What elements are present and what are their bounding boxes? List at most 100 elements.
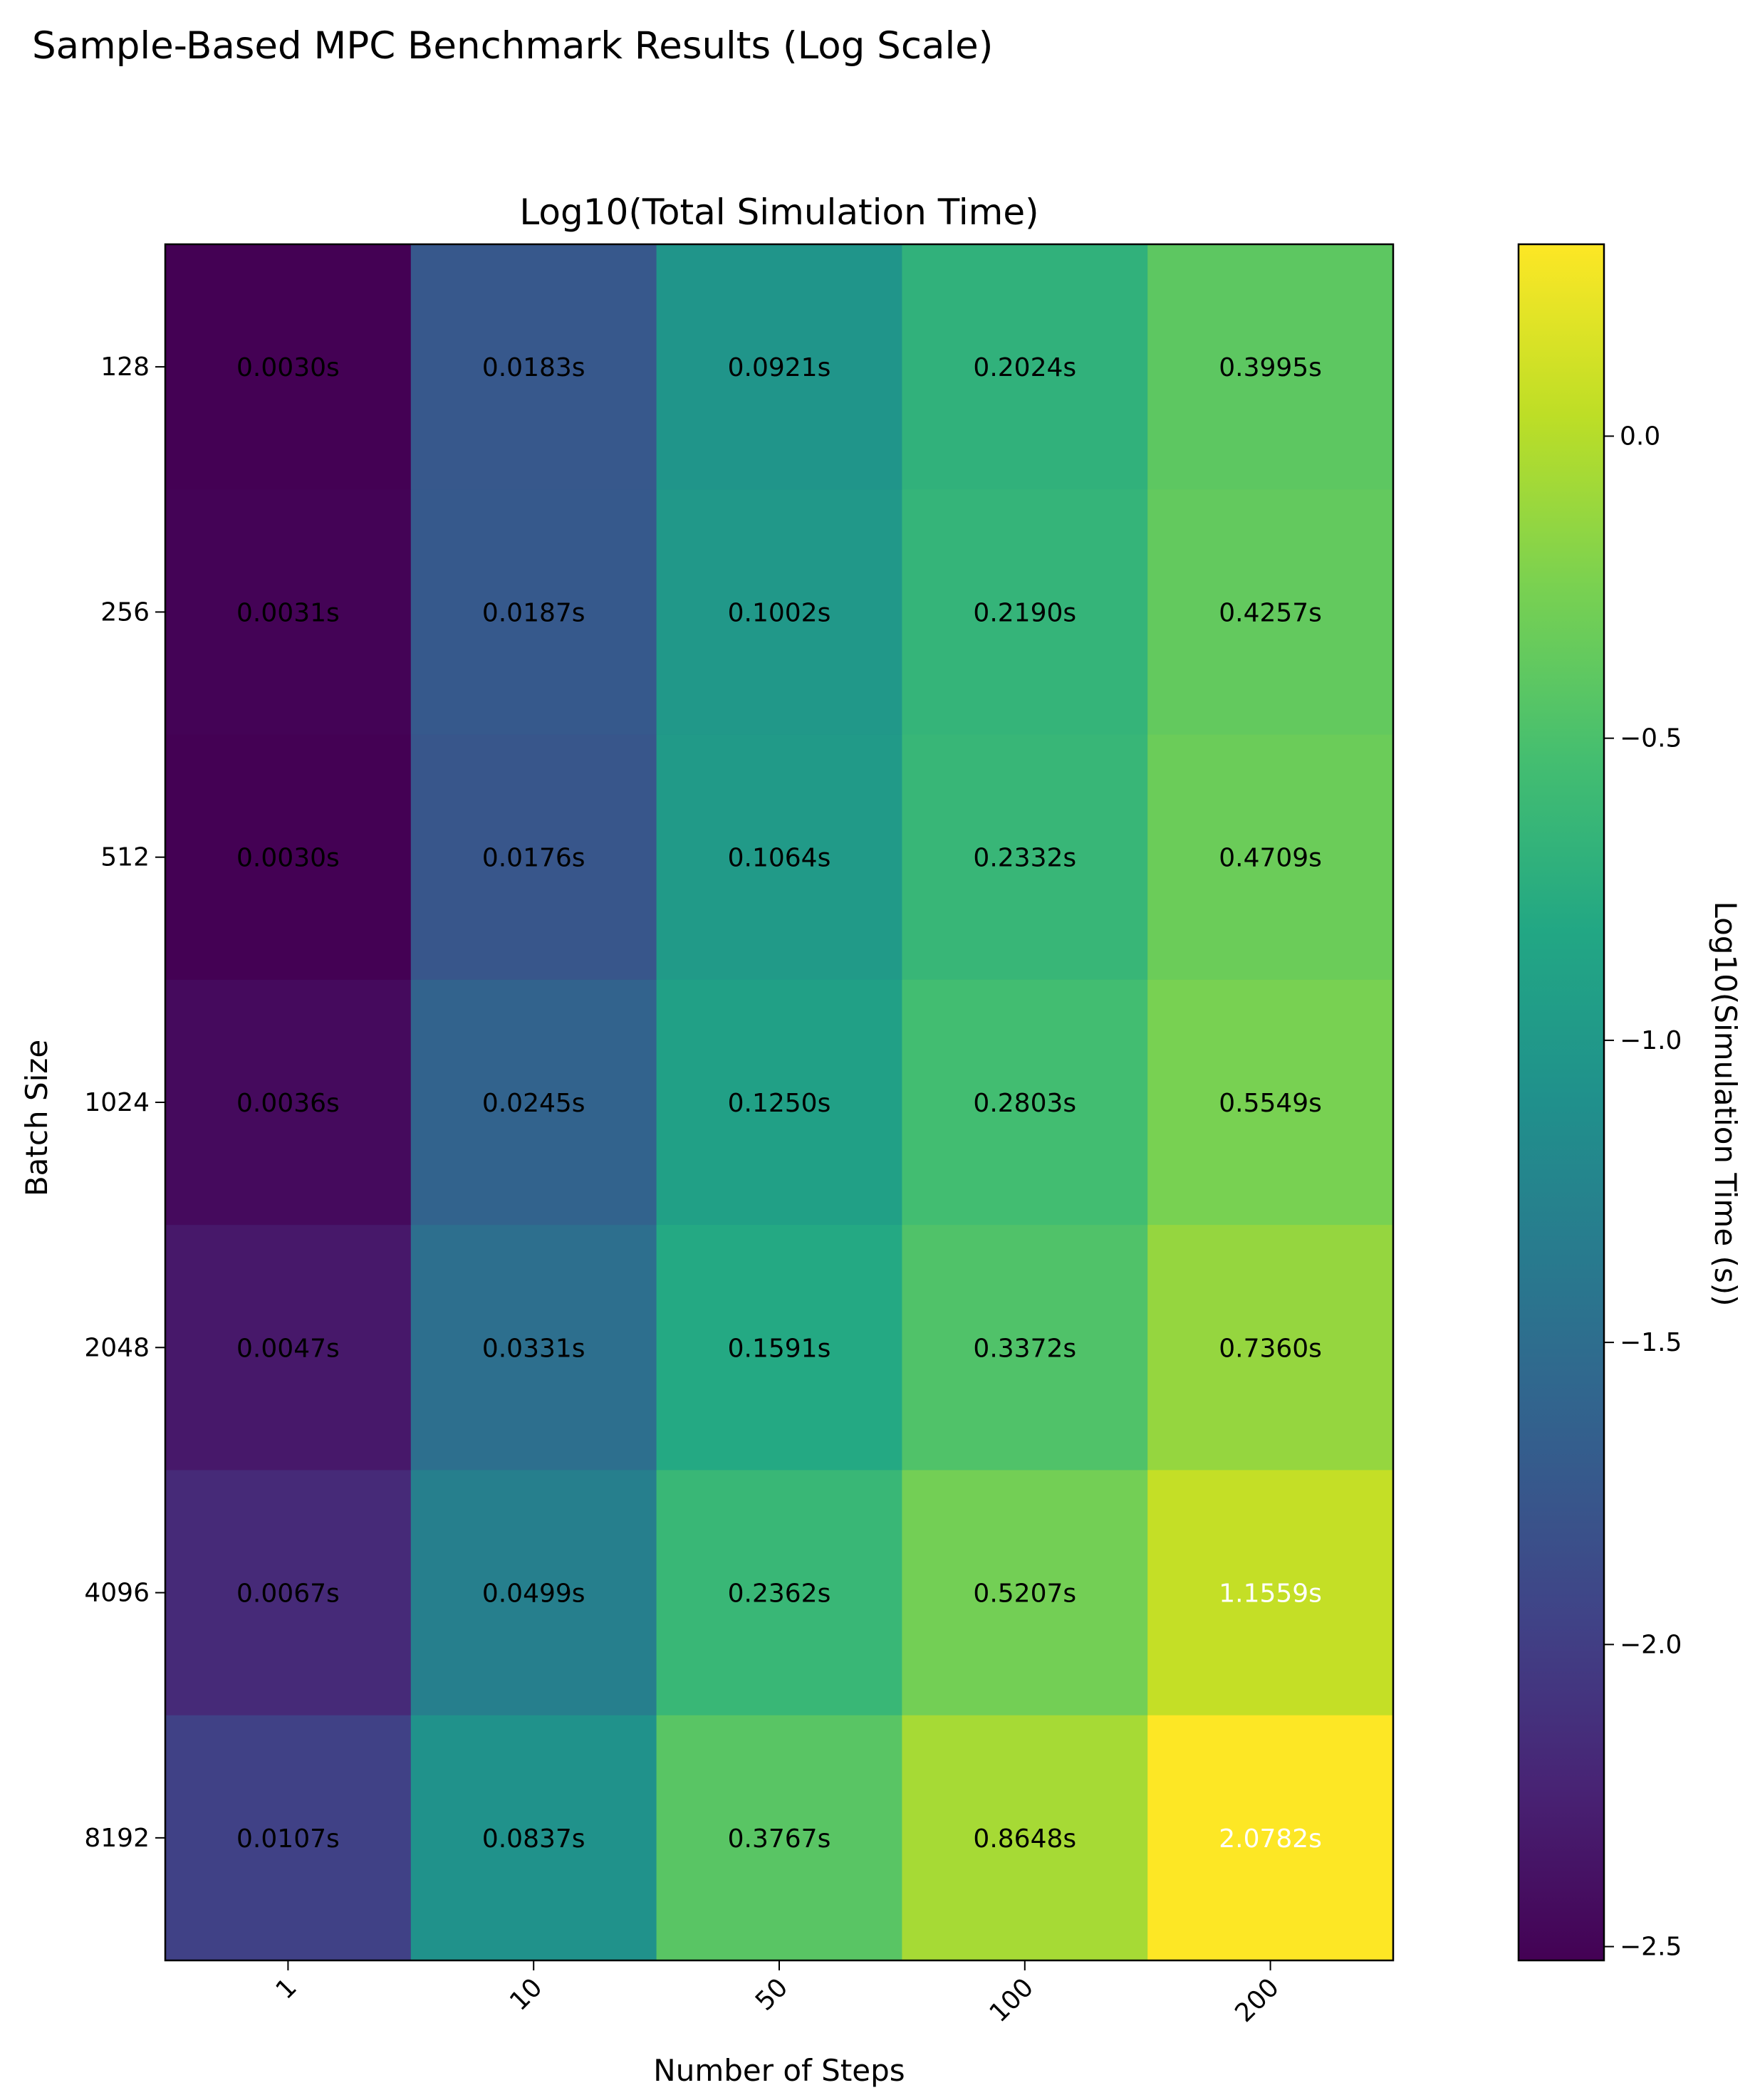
y-tick-label: 4096 <box>84 1579 150 1608</box>
colorbar-tick-label: −1.5 <box>1620 1328 1682 1357</box>
heatmap-cell <box>1147 1470 1394 1716</box>
x-axis-ticks: 1 10 50 100 200 <box>271 1960 1285 2028</box>
heatmap-cell <box>656 734 902 981</box>
cell-value-label: 0.0245s <box>482 1089 585 1118</box>
heatmap-cell <box>410 734 657 981</box>
heatmap-cell <box>1147 489 1394 736</box>
heatmap-cell <box>410 1470 657 1716</box>
cell-value-label: 0.2332s <box>973 844 1076 873</box>
cell-value-label: 0.0176s <box>482 844 585 873</box>
cell-value-label: 0.8648s <box>973 1824 1076 1854</box>
heatmap-cell <box>656 1225 902 1470</box>
heatmap-cell <box>410 979 657 1226</box>
heatmap-cell <box>165 1470 412 1716</box>
heatmap-cell <box>165 489 412 736</box>
heatmap-cell <box>656 979 902 1226</box>
cell-value-label: 0.5549s <box>1219 1089 1322 1118</box>
heatmap-cell <box>902 1225 1148 1470</box>
x-tick-label: 200 <box>1229 1973 1285 2028</box>
colorbar-tick-label: −2.5 <box>1620 1933 1682 1962</box>
x-tick-label: 1 <box>271 1973 303 2005</box>
y-tick-label: 256 <box>100 597 150 627</box>
cell-value-label: 0.2362s <box>728 1579 831 1609</box>
heatmap-cell <box>1147 1225 1394 1470</box>
y-axis-ticks: 128 256 512 1024 2048 4096 8192 <box>84 352 165 1853</box>
heatmap-cells <box>165 244 1394 1961</box>
x-tick-label: 10 <box>504 1973 548 2016</box>
heatmap-cell <box>902 979 1148 1226</box>
plot-frame <box>164 243 1395 1962</box>
heatmap-cell <box>165 244 412 490</box>
colorbar-tick-label: 0.0 <box>1620 422 1660 451</box>
colorbar-tick-label: −0.5 <box>1620 724 1682 753</box>
cell-value-label: 0.0031s <box>236 598 340 627</box>
heatmap-cell <box>656 1715 902 1961</box>
heatmap-cell <box>410 489 657 736</box>
heatmap-cell-labels: 0.0030s 0.0183s 0.0921s 0.2024s 0.3995s 0.003… <box>236 353 1322 1854</box>
colorbar-tick-label: −1.0 <box>1620 1026 1682 1055</box>
figure-suptitle: Sample-Based MPC Benchmark Results (Log … <box>32 24 993 68</box>
cell-value-label: 0.5207s <box>973 1579 1076 1609</box>
cell-value-label: 0.0067s <box>236 1579 340 1609</box>
cell-value-label: 0.0187s <box>482 598 585 627</box>
cell-value-label: 0.1002s <box>728 598 831 627</box>
cell-value-label: 0.0921s <box>728 353 831 382</box>
colorbar-ticks: 0.0 −0.5 −1.0 −1.5 −2.0 −2.5 <box>1604 422 1682 1962</box>
cell-value-label: 0.1064s <box>728 844 831 873</box>
heatmap-cell <box>1147 979 1394 1226</box>
y-tick-label: 1024 <box>84 1088 150 1117</box>
cell-value-label: 0.7360s <box>1219 1334 1322 1363</box>
heatmap-cell <box>410 244 657 490</box>
heatmap-cell <box>410 1715 657 1961</box>
x-tick-label: 50 <box>750 1973 793 2016</box>
cell-value-label: 0.1250s <box>728 1089 831 1118</box>
heatmap-cell <box>902 1715 1148 1961</box>
y-axis-label: Batch Size <box>19 1040 54 1196</box>
heatmap-cell <box>165 1225 412 1470</box>
cell-value-label: 0.2190s <box>973 598 1076 627</box>
cell-value-label: 0.0030s <box>236 844 340 873</box>
cell-value-label: 0.0036s <box>236 1089 340 1118</box>
heatmap-cell <box>902 244 1148 490</box>
heatmap-cell <box>410 1225 657 1470</box>
y-tick-label: 2048 <box>84 1333 150 1362</box>
cell-value-label: 0.4257s <box>1219 598 1322 627</box>
cell-value-label: 0.1591s <box>728 1334 831 1363</box>
y-tick-label: 8192 <box>84 1824 150 1853</box>
y-tick-label: 512 <box>100 843 150 872</box>
cell-value-label: 0.4709s <box>1219 844 1322 873</box>
cell-value-label: 0.0047s <box>236 1334 340 1363</box>
heatmap-cell <box>656 1470 902 1716</box>
cell-value-label: 0.0499s <box>482 1579 585 1609</box>
heatmap-cell <box>656 244 902 490</box>
heatmap-cell <box>1147 244 1394 490</box>
cell-value-label: 1.1559s <box>1219 1579 1322 1609</box>
colorbar-tick-label: −2.0 <box>1620 1630 1682 1659</box>
colorbar-label: Log10(Simulation Time (s)) <box>1708 901 1743 1306</box>
chart-title: Log10(Total Simulation Time) <box>519 192 1038 233</box>
heatmap-cell <box>656 489 902 736</box>
cell-value-label: 0.2024s <box>973 353 1076 382</box>
cell-value-label: 0.3372s <box>973 1334 1076 1363</box>
heatmap-cell <box>165 979 412 1226</box>
cell-value-label: 0.2803s <box>973 1089 1076 1118</box>
colorbar <box>1517 243 1605 1962</box>
heatmap-cell <box>1147 734 1394 981</box>
heatmap-cell <box>902 734 1148 981</box>
cell-value-label: 0.0837s <box>482 1824 585 1854</box>
cell-value-label: 0.0107s <box>236 1824 340 1854</box>
heatmap-cell <box>902 1470 1148 1716</box>
cell-value-label: 0.0030s <box>236 353 340 382</box>
heatmap-cell <box>1147 1715 1394 1961</box>
y-tick-label: 128 <box>100 352 150 382</box>
heatmap-cell <box>165 734 412 981</box>
x-axis-label: Number of Steps <box>653 2053 905 2088</box>
heatmap-cell <box>902 489 1148 736</box>
heatmap-cell <box>165 1715 412 1961</box>
cell-value-label: 0.0331s <box>482 1334 585 1363</box>
cell-value-label: 2.0782s <box>1219 1824 1322 1854</box>
cell-value-label: 0.3995s <box>1219 353 1322 382</box>
cell-value-label: 0.3767s <box>728 1824 831 1854</box>
